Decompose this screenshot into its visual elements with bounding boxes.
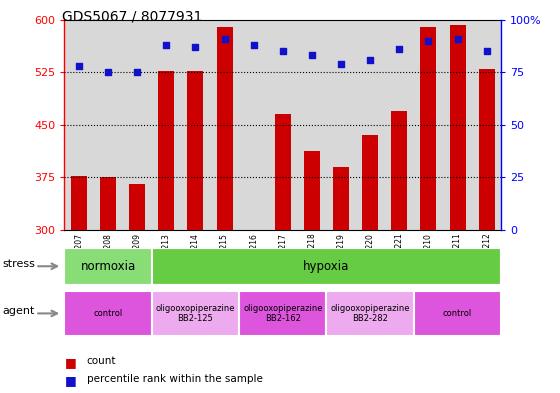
Text: oligooxopiperazine
BB2-282: oligooxopiperazine BB2-282: [330, 304, 410, 323]
Text: normoxia: normoxia: [81, 260, 136, 273]
Bar: [152, 248, 501, 285]
Bar: [472, 20, 501, 230]
Bar: [181, 20, 210, 230]
Bar: [414, 20, 443, 230]
Point: [74, 63, 83, 69]
Text: control: control: [443, 309, 472, 318]
Text: GDS5067 / 8077931: GDS5067 / 8077931: [62, 10, 202, 24]
Bar: [152, 20, 181, 230]
Point: [278, 48, 287, 54]
Bar: [123, 20, 152, 230]
Bar: [100, 177, 116, 230]
Bar: [64, 248, 152, 285]
Bar: [64, 291, 152, 336]
Bar: [158, 71, 174, 230]
Text: control: control: [94, 309, 123, 318]
Bar: [239, 291, 326, 336]
Bar: [356, 20, 385, 230]
Point: [162, 42, 171, 48]
Point: [191, 44, 200, 50]
Text: oligooxopiperazine
BB2-125: oligooxopiperazine BB2-125: [156, 304, 235, 323]
Point: [453, 35, 462, 42]
Bar: [188, 71, 203, 230]
Text: stress: stress: [3, 259, 36, 269]
Bar: [275, 114, 291, 230]
Bar: [64, 20, 94, 230]
Bar: [391, 111, 407, 230]
Bar: [94, 20, 123, 230]
Point: [424, 38, 433, 44]
Bar: [210, 20, 239, 230]
Text: hypoxia: hypoxia: [304, 260, 349, 273]
Point: [395, 46, 404, 52]
Point: [366, 57, 375, 63]
Bar: [333, 167, 349, 230]
Text: ■: ■: [64, 374, 76, 387]
Point: [337, 61, 346, 67]
Bar: [304, 151, 320, 230]
Bar: [326, 20, 356, 230]
Bar: [421, 27, 436, 230]
Point: [482, 48, 491, 54]
Bar: [479, 69, 494, 230]
Text: percentile rank within the sample: percentile rank within the sample: [87, 374, 263, 384]
Bar: [297, 20, 326, 230]
Bar: [362, 135, 378, 230]
Bar: [450, 25, 465, 230]
Bar: [71, 176, 87, 230]
Bar: [443, 20, 472, 230]
Bar: [152, 291, 239, 336]
Point: [249, 42, 258, 48]
Bar: [414, 291, 501, 336]
Point: [307, 52, 316, 59]
Point: [220, 35, 229, 42]
Text: oligooxopiperazine
BB2-162: oligooxopiperazine BB2-162: [243, 304, 323, 323]
Bar: [268, 20, 297, 230]
Bar: [326, 291, 414, 336]
Text: count: count: [87, 356, 116, 365]
Point: [104, 69, 113, 75]
Text: agent: agent: [3, 306, 35, 316]
Bar: [239, 20, 268, 230]
Bar: [129, 184, 145, 230]
Point: [133, 69, 142, 75]
Text: ■: ■: [64, 356, 76, 369]
Bar: [217, 27, 232, 230]
Bar: [385, 20, 414, 230]
